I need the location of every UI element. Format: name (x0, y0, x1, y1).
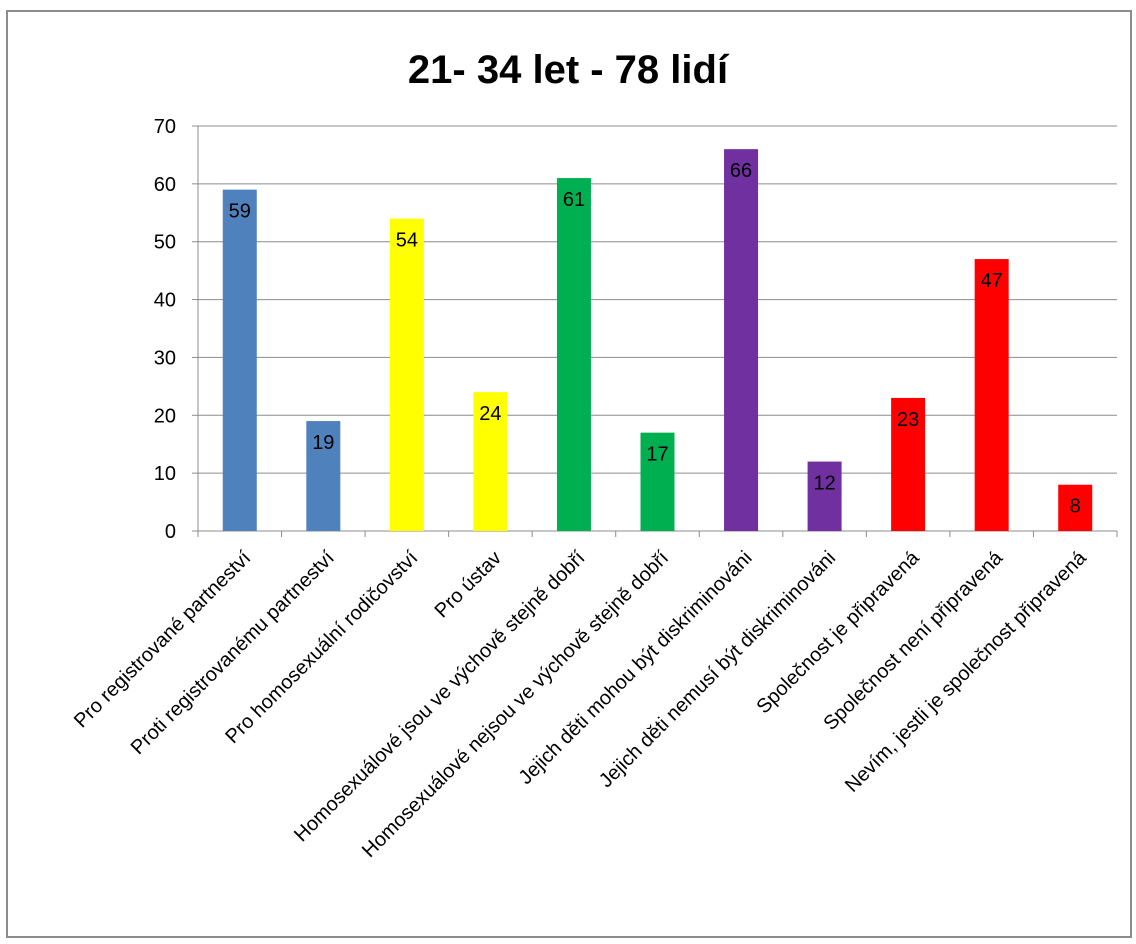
bar (223, 190, 257, 531)
bar (975, 259, 1009, 531)
category-label: Společnost je připravená (752, 546, 924, 718)
data-label: 23 (897, 409, 919, 431)
data-label: 17 (646, 444, 668, 466)
data-label: 54 (396, 230, 418, 252)
data-labels: 59 19 54 24 61 17 66 12 23 47 8 (229, 160, 1081, 518)
category-label: Pro registrované partneství (70, 547, 256, 733)
y-tick-label: 40 (154, 290, 176, 312)
bar (390, 219, 424, 531)
data-label: 66 (730, 160, 752, 182)
bars (223, 149, 1092, 531)
y-tick-label: 20 (154, 405, 176, 427)
y-tick-label: 60 (154, 174, 176, 196)
y-tick-label: 10 (154, 463, 176, 485)
category-label: Společnost není připravená (819, 546, 1007, 734)
y-tick-label: 0 (165, 521, 176, 543)
axes: 0 10 20 30 40 50 60 70 (154, 116, 1117, 543)
bar (724, 149, 758, 531)
chart-title: 21- 34 let - 78 lidí (408, 48, 730, 92)
data-label: 47 (981, 270, 1003, 292)
y-tick-label: 70 (154, 116, 176, 138)
category-label: Homosexuálové nejsou ve výchově stejně d… (358, 547, 673, 862)
y-tick-label: 30 (154, 347, 176, 369)
data-label: 59 (229, 201, 251, 223)
bar (557, 178, 591, 531)
data-label: 8 (1070, 496, 1081, 518)
data-label: 19 (312, 432, 334, 454)
data-label: 24 (479, 403, 501, 425)
y-tick-label: 50 (154, 232, 176, 254)
data-label: 61 (563, 189, 585, 211)
category-label: Pro ústav (431, 547, 506, 622)
data-label: 12 (813, 473, 835, 495)
category-label: Homosexuálové jsou ve výchově stejně dob… (290, 547, 590, 847)
